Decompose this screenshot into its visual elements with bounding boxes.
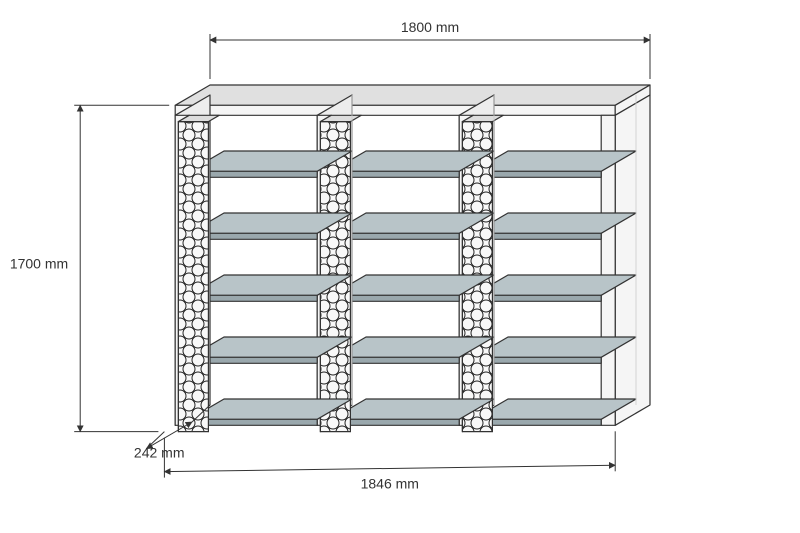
lattice-column: [178, 122, 208, 432]
dim-top-label: 1800 mm: [401, 19, 459, 35]
dim-height-label: 1700 mm: [10, 255, 68, 271]
shelf-technical-drawing: 1800 mm 1700 mm 242 mm 1846 mm: [0, 0, 800, 533]
dim-base-label: 1846 mm: [361, 475, 419, 491]
dim-depth-label: 242 mm: [134, 444, 185, 460]
